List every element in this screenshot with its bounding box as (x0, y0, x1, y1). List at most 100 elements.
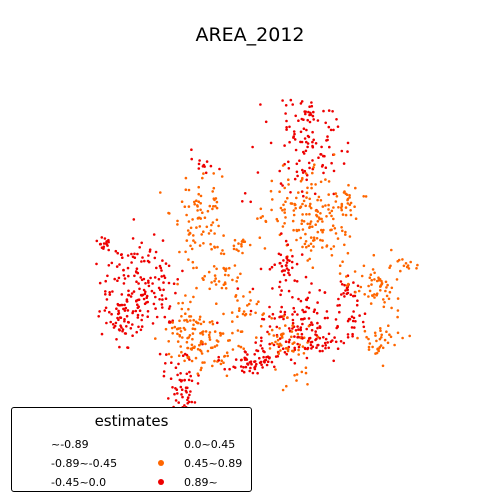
map-point (193, 327, 197, 331)
map-point (359, 285, 363, 289)
legend-label: 0.89~ (184, 476, 218, 489)
map-point (161, 306, 164, 309)
map-point (287, 183, 290, 186)
map-point (228, 339, 231, 342)
map-point (299, 236, 303, 240)
map-point (270, 360, 274, 364)
map-point (304, 112, 307, 116)
map-point (192, 295, 195, 299)
map-point (335, 118, 338, 121)
map-point (181, 354, 185, 358)
map-point (103, 309, 107, 312)
map-point (130, 252, 133, 256)
map-point (253, 367, 257, 371)
map-point (154, 307, 157, 310)
map-point (305, 196, 308, 199)
map-point (203, 165, 206, 168)
map-point (416, 263, 419, 267)
map-point (375, 294, 379, 297)
map-point (308, 120, 312, 124)
map-point (106, 274, 109, 278)
map-point (306, 383, 309, 386)
map-point (278, 327, 281, 330)
map-point (251, 287, 255, 291)
map-point (312, 245, 315, 248)
map-point (209, 164, 213, 168)
map-point (296, 332, 300, 336)
map-point (261, 366, 264, 369)
map-point (317, 156, 320, 159)
map-point (280, 270, 284, 273)
map-point (249, 309, 253, 313)
map-point (317, 195, 321, 199)
map-point (215, 206, 219, 210)
map-point (321, 205, 325, 208)
map-point (133, 274, 136, 278)
map-point (199, 332, 202, 335)
map-point (342, 162, 346, 165)
map-point (114, 321, 118, 325)
map-point (248, 361, 252, 364)
map-point (140, 278, 144, 282)
map-point (356, 299, 359, 303)
map-point (363, 293, 367, 296)
map-point (251, 145, 254, 149)
map-point (174, 399, 178, 402)
map-point (281, 164, 285, 167)
map-point (244, 365, 248, 369)
map-point (285, 264, 288, 267)
map-point (353, 294, 357, 298)
map-point (390, 306, 393, 310)
map-point (307, 110, 310, 114)
map-point (163, 276, 167, 280)
map-point (294, 207, 298, 210)
map-point (239, 358, 243, 362)
map-point (396, 315, 399, 319)
map-point (291, 219, 295, 223)
map-point (292, 130, 296, 133)
map-point (206, 349, 210, 353)
map-point (308, 212, 311, 216)
map-point (276, 355, 280, 358)
map-point (185, 372, 189, 376)
map-point (142, 297, 146, 301)
map-point (374, 334, 377, 337)
map-point (316, 326, 319, 330)
map-point (157, 286, 161, 290)
map-point (307, 306, 311, 310)
map-point (105, 298, 109, 301)
map-point (278, 190, 281, 193)
map-point (322, 171, 325, 175)
map-point (236, 276, 239, 279)
map-point (274, 340, 277, 344)
map-point (367, 295, 370, 298)
map-point (308, 166, 311, 170)
map-point (111, 290, 114, 293)
map-point (240, 330, 244, 333)
map-point (183, 319, 186, 322)
map-point (167, 211, 170, 215)
map-point (285, 128, 288, 131)
map-point (308, 197, 312, 201)
map-point (203, 216, 207, 219)
map-point (188, 334, 192, 337)
map-point (242, 347, 245, 351)
map-point (297, 345, 301, 349)
map-point (268, 315, 271, 318)
map-point (216, 321, 219, 325)
map-point (223, 273, 227, 277)
map-point (272, 343, 276, 347)
map-point (196, 321, 200, 325)
map-point (281, 388, 285, 392)
map-point (299, 328, 303, 332)
map-point (346, 288, 350, 292)
map-point (294, 329, 298, 332)
map-point (148, 250, 152, 253)
map-point (316, 301, 319, 304)
map-point (332, 128, 335, 132)
map-point (310, 186, 313, 190)
map-point (298, 343, 302, 347)
map-point (297, 348, 300, 352)
map-title: AREA_2012 (195, 24, 305, 46)
map-point (381, 364, 385, 368)
